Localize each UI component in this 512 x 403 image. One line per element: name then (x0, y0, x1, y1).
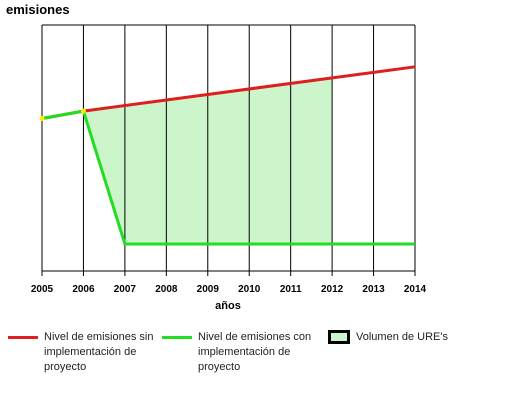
emissions-chart: 2005 2006 2007 2008 2009 2010 2011 2012 2013 2014 (31, 24, 427, 295)
legend-swatch-con (162, 336, 192, 339)
x-tick-label-2011: 2011 (280, 284, 302, 295)
legend-swatch-ures (328, 330, 350, 344)
legend-label-sin: Nivel de emisiones sin implementación de… (44, 331, 154, 373)
x-axis-label-text: años (215, 300, 241, 312)
x-tick-label-2013: 2013 (362, 284, 385, 295)
series-line-con-proyecto (41, 109, 415, 246)
x-tick-label-2005: 2005 (31, 284, 54, 295)
legend-item-con: Nivel de emisiones con implementación de… (162, 330, 322, 375)
x-tick-label-2006: 2006 (72, 284, 95, 295)
legend-label-ures: Volumen de URE's (356, 331, 448, 343)
x-tick-label-2012: 2012 (321, 284, 344, 295)
data-point-2005 (39, 115, 45, 121)
x-tick-label-2009: 2009 (197, 284, 220, 295)
x-tick-label-2014: 2014 (404, 284, 427, 295)
x-tick-label-2007: 2007 (114, 284, 137, 295)
y-axis-label: emisiones (6, 2, 70, 17)
x-axis-label: años (0, 300, 512, 312)
legend-item-sin: Nivel de emisiones sin implementación de… (8, 330, 158, 375)
x-tick-label-2010: 2010 (238, 284, 261, 295)
legend-label-con: Nivel de emisiones con implementación de… (198, 331, 312, 373)
legend: Nivel de emisiones sin implementación de… (0, 330, 512, 390)
x-tick-label-2008: 2008 (155, 284, 178, 295)
legend-item-ures: Volumen de URE's (328, 330, 508, 345)
data-point-2006 (80, 108, 86, 114)
legend-swatch-sin (8, 336, 38, 339)
